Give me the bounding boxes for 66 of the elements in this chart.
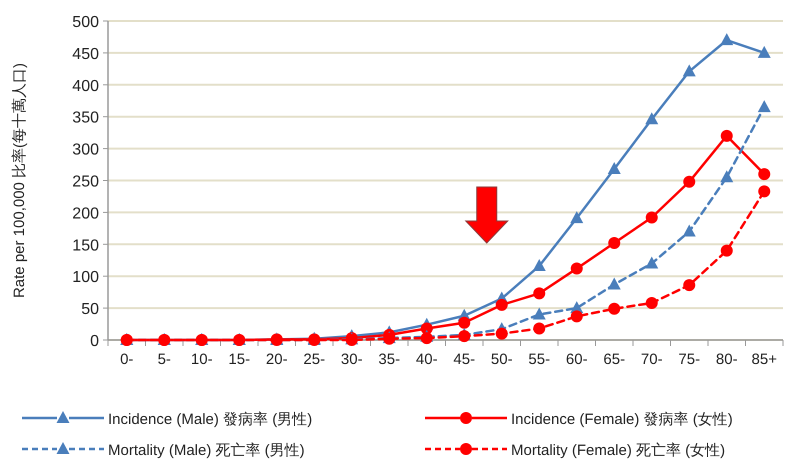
point [532, 258, 546, 271]
point [458, 316, 470, 329]
legend-label: Incidence (Female) 發病率 (女性) [511, 411, 733, 428]
x-tick-label: 25- [303, 351, 326, 368]
y-tick-label: 150 [72, 237, 100, 254]
point [646, 296, 658, 309]
x-tick-label: 55- [528, 351, 550, 368]
y-tick-label: 400 [72, 78, 100, 95]
y-tick-label: 350 [72, 110, 100, 127]
point [682, 64, 696, 76]
legend-label: Mortality (Male) 死亡率 (男性) [108, 442, 305, 459]
point [720, 33, 734, 46]
point [682, 224, 696, 237]
point [645, 256, 658, 268]
legend-label: Incidence (Male) 發病率 (男性) [108, 411, 312, 428]
x-tick-label: 80- [716, 351, 738, 368]
point [758, 46, 771, 58]
point [608, 302, 620, 315]
point [645, 112, 658, 124]
y-tick-label: 0 [90, 333, 100, 350]
point [533, 287, 546, 300]
y-axis-title: Rate per 100,000 比率(每十萬人口) [11, 62, 28, 298]
x-tick-label: 75- [678, 351, 700, 368]
y-tick-label: 200 [72, 205, 100, 222]
x-tick-label: 30- [340, 351, 363, 368]
y-tick-label: 500 [72, 14, 100, 31]
point [683, 176, 696, 188]
x-tick-label: 70- [640, 351, 663, 368]
x-tick-label: 20- [266, 351, 288, 368]
x-tick-label: 65- [603, 351, 626, 368]
x-tick-label: 50- [490, 351, 513, 368]
point [720, 170, 734, 182]
x-tick-label: 5- [158, 351, 171, 368]
point [496, 298, 508, 311]
point [458, 330, 470, 342]
x-tick-label: 60- [566, 351, 588, 368]
point [496, 328, 508, 340]
point [720, 244, 733, 257]
point [720, 130, 733, 142]
point [758, 185, 770, 198]
point [420, 332, 433, 344]
point [532, 307, 546, 320]
x-tick-label: 85+ [752, 351, 778, 368]
x-tick-label: 15- [228, 351, 250, 368]
point [646, 212, 658, 224]
y-tick-label: 100 [72, 269, 100, 286]
x-tick-label: 45- [453, 351, 476, 368]
point [533, 322, 546, 335]
y-tick-label: 50 [81, 301, 100, 318]
legend-label: Mortality (Female) 死亡率 (女性) [511, 442, 726, 459]
x-tick-label: 0- [120, 351, 134, 368]
y-tick-label: 300 [72, 142, 100, 159]
point [608, 162, 621, 174]
point [570, 211, 584, 224]
y-tick-label: 450 [72, 46, 100, 63]
point [608, 277, 621, 290]
point [570, 310, 583, 322]
point [683, 279, 696, 292]
x-tick-label: 40- [416, 351, 438, 368]
x-tick-label: 35- [378, 351, 400, 368]
x-tick-label: 10- [190, 351, 213, 368]
point [758, 100, 771, 112]
point [570, 262, 583, 275]
point [758, 168, 770, 180]
point [608, 237, 620, 250]
y-tick-label: 250 [72, 174, 100, 190]
